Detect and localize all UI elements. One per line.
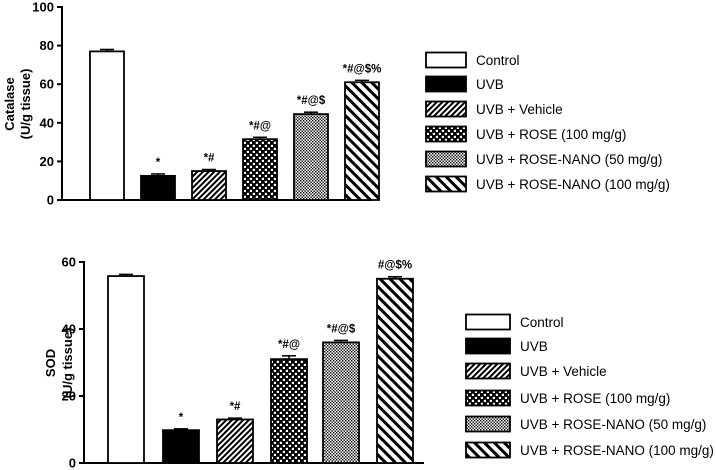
sod-bar-uvb-vehicle: [216, 418, 254, 464]
catalase-ylabel-line2: (U/g tissue): [18, 69, 33, 140]
catalase-sig-label-uvb-vehicle: *#: [204, 153, 215, 165]
catalase-legend-swatch-uvb-rose-nano-50: [425, 150, 467, 168]
catalase-legend-swatch-uvb-rose-nano-100: [425, 175, 467, 193]
catalase-bar-control: [89, 50, 125, 201]
catalase-bar-uvb-rose-100: [242, 138, 278, 201]
sod-legend-label-uvb-vehicle: UVB + Vehicle: [520, 364, 607, 379]
catalase-bar-uvb: [140, 174, 176, 201]
sod-legend-label-uvb-rose-nano-50: UVB + ROSE-NANO (50 mg/g): [520, 417, 706, 432]
sod-ytick-label: 60: [62, 255, 76, 270]
sod-ytick-label: 20: [62, 389, 76, 404]
sod-legend-swatch-uvb-rose-nano-100: [465, 441, 511, 459]
catalase-legend-swatch-uvb-vehicle: [425, 100, 467, 118]
sod-bar-uvb-rose-nano-50: [322, 341, 360, 464]
catalase-legend-label-control: Control: [476, 53, 520, 68]
catalase-ytick-label: 40: [40, 115, 54, 130]
sod-ylabel-line2: (U/g tissue): [60, 328, 75, 399]
catalase-legend: Control UVB UVB + Vehicle UVB + ROSE (100 m…: [425, 51, 670, 193]
sod-legend-label-uvb: UVB: [520, 339, 548, 354]
sod-bar-uvb-rose-nano-100: [376, 277, 414, 464]
catalase-ylabel-line1: Catalase: [2, 77, 17, 130]
catalase-legend-swatch-control: [425, 51, 467, 69]
sod-sig-label-uvb-rose-nano-50: *#@$: [327, 323, 356, 335]
catalase-sig-label-uvb: *: [156, 157, 161, 169]
catalase-bar-uvb-rose-nano-50: [293, 113, 329, 201]
sod-ylabel-line1: SOD: [43, 349, 58, 377]
sod-legend: Control UVB UVB + Vehicle UVB + ROSE (100 m…: [465, 313, 714, 459]
sod-sig-label-uvb-vehicle: *#: [230, 401, 241, 413]
catalase-panel: Catalase (U/g tissue) 0 20 40 60 80 100 * *# *#…: [2, 0, 670, 208]
sod-legend-swatch-uvb-rose-nano-50: [465, 415, 511, 433]
sod-sig-label-uvb-rose-100: *#@: [278, 339, 300, 351]
sod-legend-label-uvb-rose-100: UVB + ROSE (100 mg/g): [520, 391, 670, 406]
catalase-ytick-label: 80: [40, 38, 54, 53]
catalase-legend-label-uvb-rose-100: UVB + ROSE (100 mg/g): [476, 127, 626, 142]
catalase-legend-swatch-uvb: [425, 75, 467, 93]
catalase-bar-uvb-rose-nano-100: [344, 81, 380, 201]
sod-ytick-label: 40: [62, 322, 76, 337]
sod-legend-swatch-control: [465, 313, 511, 331]
sod-legend-swatch-uvb-vehicle: [465, 362, 511, 380]
sod-legend-label-uvb-rose-nano-100: UVB + ROSE-NANO (100 mg/g): [520, 443, 714, 458]
catalase-ytick-label: 0: [47, 193, 54, 208]
sod-bars: * *# *#@ *#@$ #@$%: [107, 260, 414, 464]
sod-legend-swatch-uvb-rose-100: [465, 389, 511, 407]
sod-legend-swatch-uvb: [465, 337, 511, 355]
sod-legend-label-control: Control: [520, 315, 564, 330]
catalase-legend-label-uvb-rose-nano-50: UVB + ROSE-NANO (50 mg/g): [476, 152, 662, 167]
catalase-legend-label-uvb: UVB: [476, 77, 504, 92]
catalase-sig-label-uvb-rose-100: *#@: [249, 120, 271, 132]
catalase-legend-swatch-uvb-rose-100: [425, 125, 467, 143]
sod-sig-label-uvb: *: [179, 412, 184, 424]
catalase-ytick-label: 60: [40, 77, 54, 92]
catalase-sig-label-uvb-rose-nano-50: *#@$: [297, 95, 326, 107]
sod-bar-control: [107, 275, 145, 464]
catalase-legend-label-uvb-rose-nano-100: UVB + ROSE-NANO (100 mg/g): [476, 177, 670, 192]
catalase-ytick-label: 20: [40, 154, 54, 169]
catalase-bars: * *# *#@ *#@$ *#@$%: [89, 48, 382, 201]
catalase-sig-label-uvb-rose-nano-100: *#@$%: [343, 63, 382, 75]
catalase-ytick-label: 100: [32, 0, 54, 15]
sod-bar-uvb-rose-100: [270, 358, 308, 464]
sod-bar-uvb: [162, 429, 200, 464]
sod-ytick-label: 0: [69, 456, 76, 470]
sod-sig-label-uvb-rose-nano-100: #@$%: [378, 260, 412, 272]
catalase-legend-label-uvb-vehicle: UVB + Vehicle: [476, 102, 563, 117]
catalase-bar-uvb-vehicle: [191, 170, 227, 201]
